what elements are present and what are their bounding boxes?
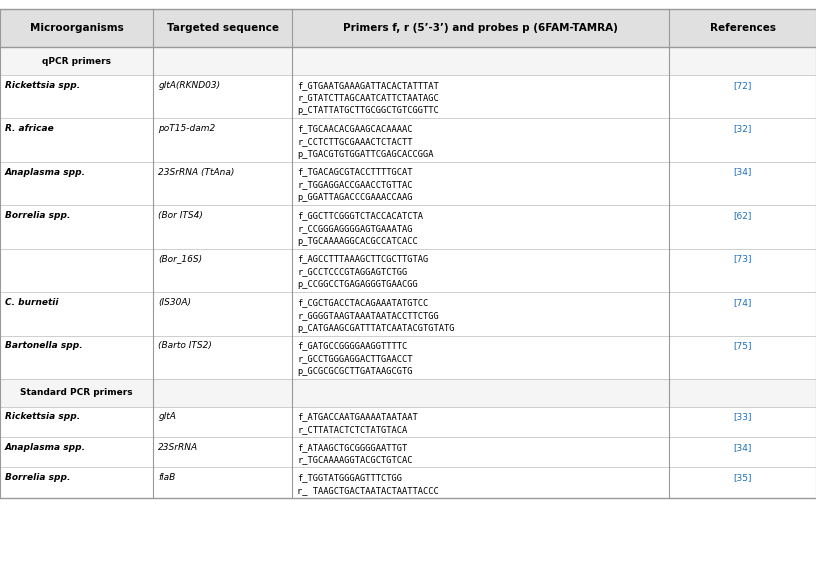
Text: (Barto ITS2): (Barto ITS2)	[158, 341, 212, 351]
Text: p_TGACGTGTGGATTCGAGCACCGGA: p_TGACGTGTGGATTCGAGCACCGGA	[297, 150, 433, 158]
Text: Standard PCR primers: Standard PCR primers	[20, 388, 133, 398]
Text: p_CATGAAGCGATTTATCAATACGTGTATG: p_CATGAAGCGATTTATCAATACGTGTATG	[297, 324, 455, 332]
Text: [74]: [74]	[734, 298, 752, 307]
Text: p_TGCAAAAGGCACGCCATCACC: p_TGCAAAAGGCACGCCATCACC	[297, 237, 418, 245]
Text: r_TGCAAAAGGTACGCTGTCAC: r_TGCAAAAGGTACGCTGTCAC	[297, 455, 413, 464]
Text: Anaplasma spp.: Anaplasma spp.	[5, 443, 86, 452]
Text: f_GTGAATGAAAGATTACACTATTTAT: f_GTGAATGAAAGATTACACTATTTAT	[297, 81, 439, 90]
Text: f_TGGTATGGGAGTTTCTGG: f_TGGTATGGGAGTTTCTGG	[297, 473, 402, 482]
Text: Borrelia spp.: Borrelia spp.	[5, 473, 70, 482]
Text: Rickettsia spp.: Rickettsia spp.	[5, 412, 80, 422]
Text: [33]: [33]	[734, 412, 752, 422]
Text: Primers f, r (5’-3’) and probes p (6FAM-TAMRA): Primers f, r (5’-3’) and probes p (6FAM-…	[344, 23, 618, 33]
Text: 23SrRNA: 23SrRNA	[158, 443, 198, 452]
Text: f_GGCTTCGGGTCTACCACATCTA: f_GGCTTCGGGTCTACCACATCTA	[297, 211, 423, 220]
Text: C. burnetii: C. burnetii	[5, 298, 59, 307]
Text: [73]: [73]	[734, 255, 752, 264]
Text: gltA(RKND03): gltA(RKND03)	[158, 81, 220, 90]
Text: gltA: gltA	[158, 412, 176, 422]
Text: r_CTTATACTCTCTATGTACA: r_CTTATACTCTCTATGTACA	[297, 425, 407, 434]
Text: poT15-dam2: poT15-dam2	[158, 124, 215, 133]
Text: [75]: [75]	[734, 341, 752, 351]
Text: r_CCGGGAGGGGAGTGAAATAG: r_CCGGGAGGGGAGTGAAATAG	[297, 224, 413, 233]
Text: f_TGACAGCGTACCTTTTGCAT: f_TGACAGCGTACCTTTTGCAT	[297, 168, 413, 177]
Text: [34]: [34]	[734, 168, 752, 177]
Bar	[0, 437, 816, 467]
Text: Anaplasma spp.: Anaplasma spp.	[5, 168, 86, 177]
Text: p_CTATTATGCTTGCGGCTGTCGGTTC: p_CTATTATGCTTGCGGCTGTCGGTTC	[297, 106, 439, 115]
Text: r_GGGGTAAGTAAATAATACCTTCTGG: r_GGGGTAAGTAAATAATACCTTCTGG	[297, 311, 439, 320]
Text: References: References	[710, 23, 775, 33]
Text: (IS30A): (IS30A)	[158, 298, 191, 307]
Text: r_CCTCTTGCGAAACTCTACTT: r_CCTCTTGCGAAACTCTACTT	[297, 137, 413, 146]
Text: [72]: [72]	[734, 81, 752, 90]
Text: r_GCCTCCCGTAGGAGTCTGG: r_GCCTCCCGTAGGAGTCTGG	[297, 267, 407, 276]
Text: flaB: flaB	[158, 473, 175, 482]
Text: Rickettsia spp.: Rickettsia spp.	[5, 81, 80, 90]
Bar	[0, 249, 816, 292]
Bar	[0, 162, 816, 205]
Text: f_GATGCCGGGGAAGGTTTTC: f_GATGCCGGGGAAGGTTTTC	[297, 341, 407, 351]
Text: r_GCCTGGGAGGACTTGAACCT: r_GCCTGGGAGGACTTGAACCT	[297, 354, 413, 363]
Text: [62]: [62]	[734, 211, 752, 220]
Bar	[0, 379, 816, 407]
Bar	[0, 336, 816, 379]
Text: (Bor_16S): (Bor_16S)	[158, 255, 202, 264]
Text: f_ATGACCAATGAAAATAATAAT: f_ATGACCAATGAAAATAATAAT	[297, 412, 418, 422]
Bar	[0, 205, 816, 249]
Bar	[0, 467, 816, 498]
Text: f_AGCCTTTAAAGCTTCGCTTGTAG: f_AGCCTTTAAAGCTTCGCTTGTAG	[297, 255, 428, 264]
Text: r_TGGAGGACCGAACCTGTTAC: r_TGGAGGACCGAACCTGTTAC	[297, 180, 413, 189]
Text: Bartonella spp.: Bartonella spp.	[5, 341, 82, 351]
Bar	[0, 292, 816, 336]
Text: Microorganisms: Microorganisms	[30, 23, 123, 33]
Text: r_ TAAGCTGACTAATACTAATTACCC: r_ TAAGCTGACTAATACTAATTACCC	[297, 486, 439, 495]
Bar	[0, 47, 816, 75]
Bar	[0, 9, 816, 47]
Text: Targeted sequence: Targeted sequence	[166, 23, 279, 33]
Text: r_GTATCTTAGCAATCATTCTAATAGC: r_GTATCTTAGCAATCATTCTAATAGC	[297, 93, 439, 102]
Text: p_GCGCGCGCTTGATAAGCGTG: p_GCGCGCGCTTGATAAGCGTG	[297, 367, 413, 376]
Text: R. africae: R. africae	[5, 124, 54, 133]
Text: [35]: [35]	[734, 473, 752, 482]
Bar	[0, 75, 816, 118]
Text: p_GGATTAGACCCGAAACCAAG: p_GGATTAGACCCGAAACCAAG	[297, 193, 413, 202]
Text: f_ATAAGCTGCGGGGAATTGT: f_ATAAGCTGCGGGGAATTGT	[297, 443, 407, 452]
Bar	[0, 118, 816, 162]
Text: Borrelia spp.: Borrelia spp.	[5, 211, 70, 220]
Bar	[0, 407, 816, 437]
Text: f_TGCAACACGAAGCACAAAAC: f_TGCAACACGAAGCACAAAAC	[297, 124, 413, 133]
Text: (Bor ITS4): (Bor ITS4)	[158, 211, 203, 220]
Text: f_CGCTGACCTACAGAAATATGTCC: f_CGCTGACCTACAGAAATATGTCC	[297, 298, 428, 307]
Text: 23SrRNA (TtAna): 23SrRNA (TtAna)	[158, 168, 235, 177]
Text: [34]: [34]	[734, 443, 752, 452]
Text: qPCR primers: qPCR primers	[42, 57, 111, 66]
Text: p_CCGGCCTGAGAGGGTGAACGG: p_CCGGCCTGAGAGGGTGAACGG	[297, 280, 418, 289]
Text: [32]: [32]	[734, 124, 752, 133]
